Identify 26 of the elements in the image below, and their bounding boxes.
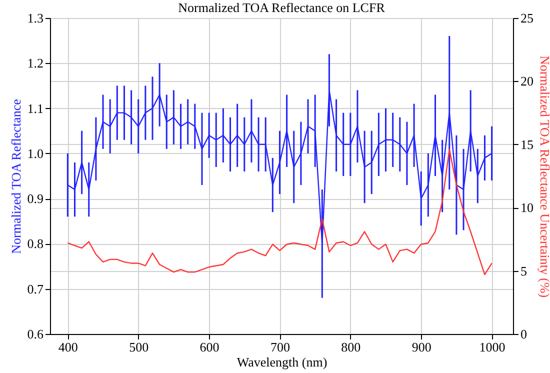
y-tick-label: 1.0 xyxy=(27,146,44,161)
y2-axis-title: Normalized TOA Reflectance Uncertainty (%) xyxy=(538,55,550,298)
x-axis-title: Wavelength (nm) xyxy=(236,354,328,370)
y-tick-label: 0.8 xyxy=(27,236,44,252)
x-tick-label: 400 xyxy=(58,340,78,354)
y-tick-label: 1.1 xyxy=(27,100,44,116)
y-tick-label: 0.9 xyxy=(27,191,44,206)
y-tick-label: 1.2 xyxy=(27,56,44,71)
x-tick-label: 800 xyxy=(341,340,361,354)
y2-tick-label: 25 xyxy=(520,10,534,26)
chart-title: Normalized TOA Reflectance on LCFR xyxy=(178,0,386,15)
y2-tick-label: 10 xyxy=(520,200,534,216)
x-tick-label: 700 xyxy=(270,340,290,354)
line-series xyxy=(67,148,492,276)
x-tick-label: 500 xyxy=(129,340,149,354)
x-tick-label: 1000 xyxy=(479,340,506,354)
x-tick-label: 900 xyxy=(412,340,432,354)
y-tick-label: 0.7 xyxy=(27,281,44,296)
y2-tick-label: 0 xyxy=(520,326,527,342)
y-axis-title: Normalized TOA Reflectance xyxy=(8,98,24,254)
x-tick-label: 600 xyxy=(200,340,220,354)
y2-tick-label: 5 xyxy=(520,263,527,278)
y-tick-label: 0.6 xyxy=(27,326,44,342)
y2-tick-label: 15 xyxy=(520,136,534,152)
y2-tick-label: 20 xyxy=(520,74,534,89)
y-tick-label: 1.3 xyxy=(27,10,44,26)
